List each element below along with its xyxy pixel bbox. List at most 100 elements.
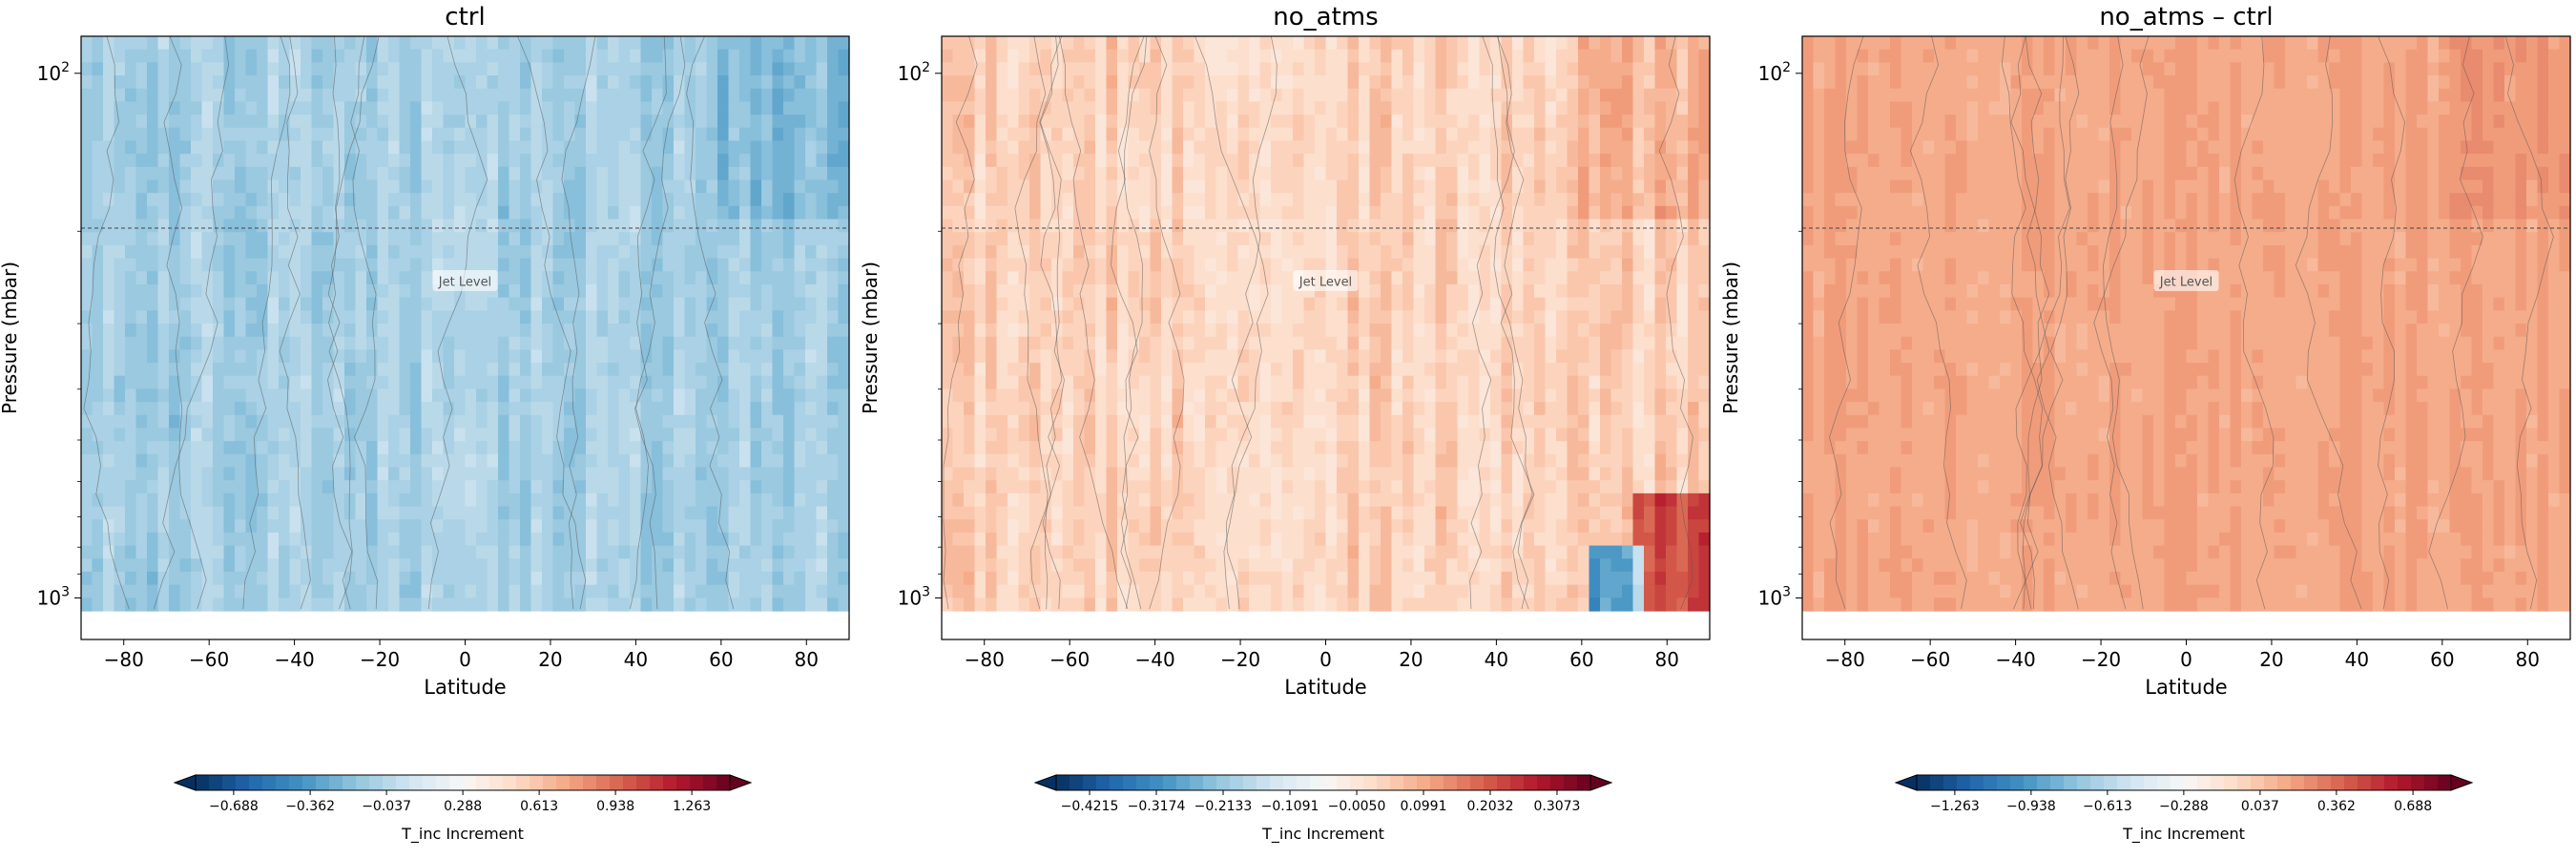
- heatmap-cell: [344, 205, 357, 220]
- heatmap-cell: [662, 88, 675, 103]
- heatmap-cell: [1303, 519, 1316, 534]
- heatmap-cell: [1128, 62, 1140, 76]
- heatmap-cell: [552, 519, 565, 534]
- heatmap-cell: [509, 219, 521, 233]
- heatmap-cell: [114, 558, 126, 573]
- heatmap-cell: [344, 428, 357, 442]
- heatmap-cell: [717, 179, 730, 194]
- heatmap-cell: [1347, 532, 1360, 547]
- heatmap-cell: [169, 36, 181, 51]
- heatmap-cell: [1051, 193, 1064, 207]
- heatmap-cell: [311, 428, 323, 442]
- heatmap-cell: [640, 115, 653, 129]
- heatmap-cell: [739, 597, 752, 612]
- heatmap-cell: [964, 75, 976, 90]
- heatmap-cell: [421, 597, 433, 612]
- heatmap-cell: [1183, 140, 1195, 155]
- heatmap-cell: [772, 428, 784, 442]
- heatmap-cell: [1062, 88, 1074, 103]
- heatmap-cell: [608, 62, 620, 76]
- heatmap-cell: [1271, 283, 1283, 299]
- heatmap-cell: [1008, 492, 1020, 508]
- heatmap-cell: [640, 428, 653, 442]
- heatmap-cell: [1073, 36, 1086, 51]
- heatmap-cell: [169, 597, 181, 612]
- heatmap-cell: [377, 193, 389, 207]
- heatmap-cell: [1128, 597, 1140, 612]
- colorbar-bin: [489, 775, 504, 790]
- heatmap-cell: [618, 36, 631, 51]
- heatmap-cell: [1337, 297, 1349, 311]
- heatmap-cell: [421, 36, 433, 51]
- heatmap-cell: [952, 558, 965, 573]
- heatmap-cell: [257, 140, 269, 155]
- heatmap-cell: [410, 140, 423, 155]
- heatmap-cell: [696, 324, 708, 338]
- heatmap-cell: [1084, 283, 1096, 299]
- heatmap-cell: [279, 88, 291, 103]
- heatmap-cell: [1259, 467, 1272, 481]
- heatmap-cell: [1150, 467, 1162, 481]
- heatmap-cell: [1215, 375, 1228, 390]
- heatmap-cell: [1008, 349, 1020, 364]
- heatmap-cell: [1337, 545, 1349, 559]
- heatmap-cell: [794, 140, 806, 155]
- heatmap-cell: [1040, 363, 1052, 377]
- heatmap-cell: [157, 62, 170, 76]
- heatmap-cell: [333, 492, 345, 508]
- heatmap-cell: [1062, 283, 1074, 299]
- heatmap-cell: [1183, 506, 1195, 520]
- heatmap-cell: [772, 571, 784, 586]
- heatmap-cell: [1293, 75, 1305, 90]
- heatmap-cell: [135, 584, 148, 598]
- heatmap-cell: [1315, 127, 1327, 142]
- heatmap-cell: [476, 166, 488, 181]
- heatmap-cell: [608, 558, 620, 573]
- heatmap-cell: [696, 310, 708, 325]
- heatmap-cell: [827, 205, 840, 220]
- heatmap-cell: [827, 271, 840, 285]
- heatmap-cell: [1325, 532, 1338, 547]
- heatmap-cell: [608, 219, 620, 233]
- heatmap-cell: [608, 166, 620, 181]
- heatmap-cell: [520, 441, 532, 455]
- heatmap-cell: [1205, 154, 1217, 168]
- heatmap-cell: [1008, 127, 1020, 142]
- heatmap-cell: [674, 244, 686, 260]
- heatmap-cell: [530, 219, 543, 233]
- heatmap-cell: [1293, 402, 1305, 416]
- heatmap-cell: [596, 428, 609, 442]
- heatmap-cell: [1161, 402, 1174, 416]
- heatmap-cell: [974, 310, 987, 325]
- heatmap-cell: [267, 258, 280, 272]
- heatmap-cell: [750, 480, 762, 494]
- heatmap-cell: [388, 571, 401, 586]
- heatmap-cell: [530, 297, 543, 311]
- heatmap-cell: [377, 480, 389, 494]
- heatmap-cell: [1128, 506, 1140, 520]
- heatmap-cell: [465, 584, 477, 598]
- heatmap-cell: [487, 453, 499, 469]
- heatmap-cell: [1073, 532, 1086, 547]
- heatmap-cell: [805, 244, 818, 260]
- heatmap-cell: [974, 467, 987, 481]
- heatmap-cell: [355, 101, 367, 115]
- heatmap-cell: [333, 232, 345, 246]
- heatmap-cell: [662, 115, 675, 129]
- heatmap-cell: [816, 62, 828, 76]
- heatmap-cell: [311, 532, 323, 547]
- heatmap-cell: [179, 258, 192, 272]
- heatmap-cell: [530, 584, 543, 598]
- heatmap-cell: [630, 297, 642, 311]
- heatmap-cell: [476, 375, 488, 390]
- heatmap-cell: [772, 388, 784, 403]
- heatmap-cell: [1150, 506, 1162, 520]
- heatmap-cell: [487, 584, 499, 598]
- heatmap-cell: [179, 506, 192, 520]
- heatmap-cell: [267, 441, 280, 455]
- heatmap-cell: [1008, 571, 1020, 586]
- heatmap-cell: [652, 258, 664, 272]
- heatmap-cell: [1359, 375, 1371, 390]
- heatmap-cell: [1237, 219, 1250, 233]
- heatmap-cell: [618, 441, 631, 455]
